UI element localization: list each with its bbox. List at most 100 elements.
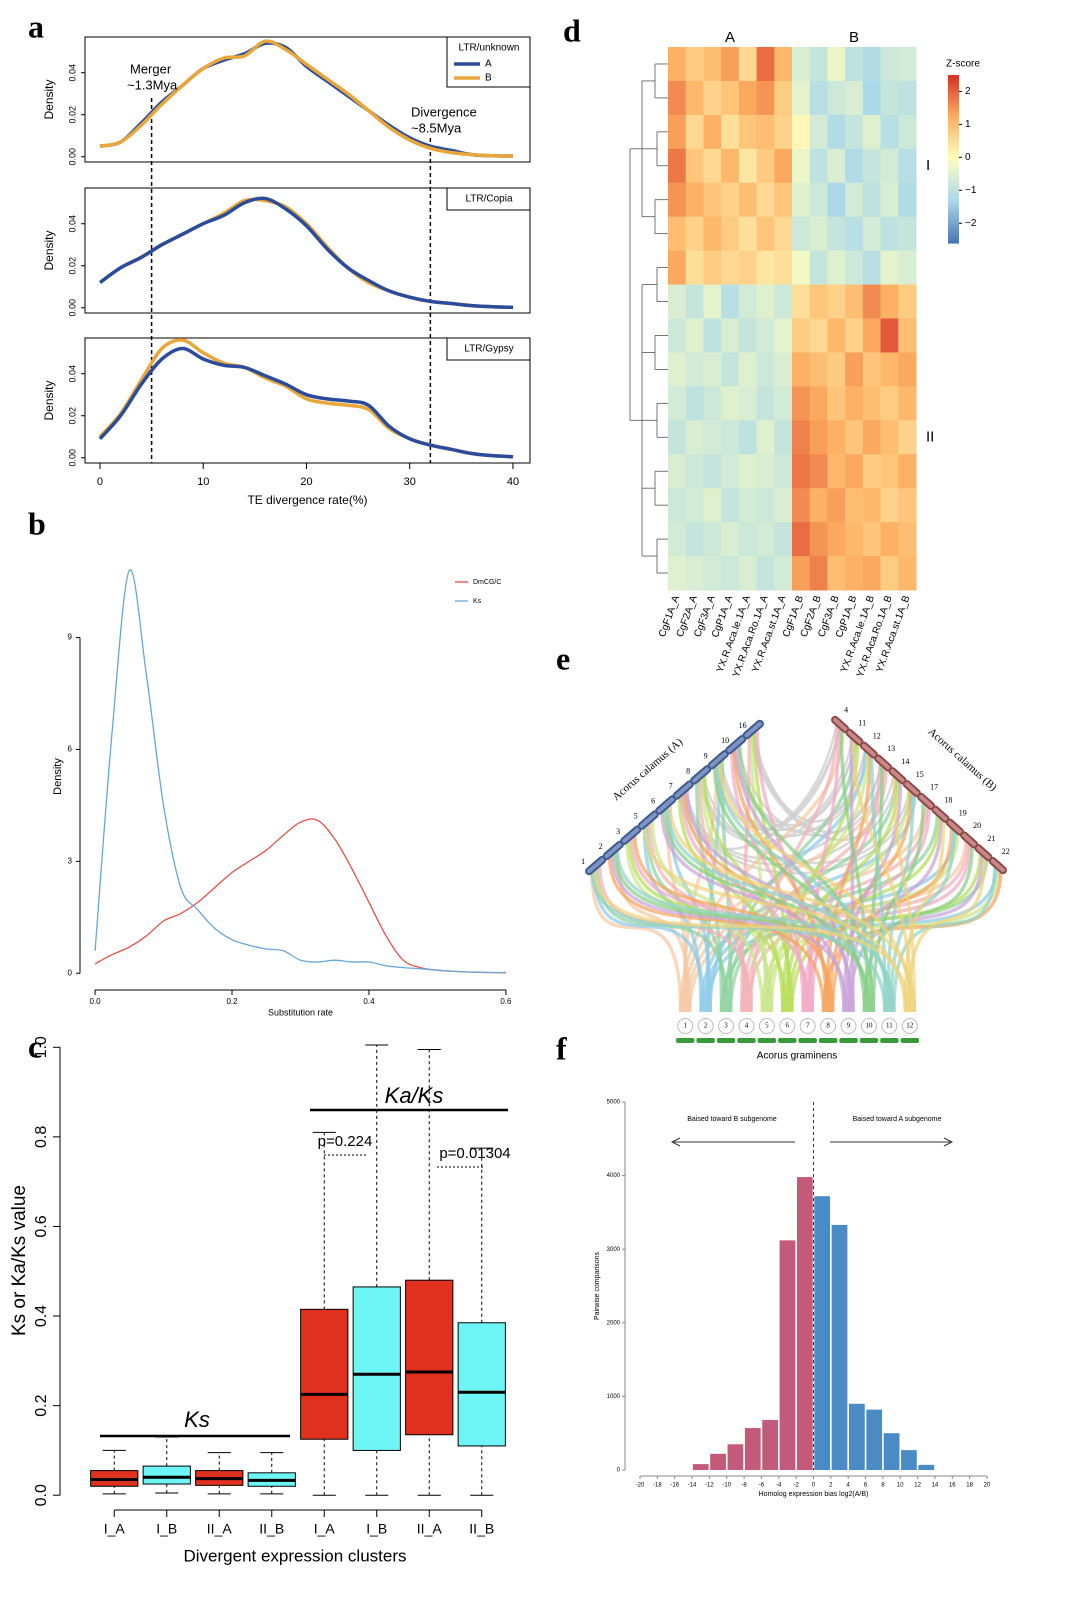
colorbar-step <box>948 103 959 107</box>
colorbar-tick-label: 2 <box>965 86 971 97</box>
colorbar-step <box>948 220 959 224</box>
heatmap-cell <box>898 556 917 591</box>
chromosome-inner <box>727 736 745 753</box>
x-tick-label: 2 <box>829 1483 833 1489</box>
chromosome-badge <box>901 1018 918 1034</box>
heatmap-cell <box>845 284 864 319</box>
heatmap-cell <box>703 47 722 82</box>
chromosome-label: 13 <box>887 744 895 753</box>
chromosome <box>737 1038 756 1043</box>
line-series <box>99 39 514 158</box>
colorbar-step <box>948 234 959 238</box>
heatmap-cell <box>845 488 864 523</box>
heatmap-cell <box>685 488 704 523</box>
colorbar-tick-label: −1 <box>965 185 977 196</box>
x-tick-label: -12 <box>705 1483 714 1489</box>
heatmap-cell <box>756 386 775 421</box>
x-tick-label: -6 <box>759 1483 765 1489</box>
colorbar-step <box>948 125 959 129</box>
chromosome <box>880 1038 899 1043</box>
chromosome-label: 15 <box>916 770 924 779</box>
heatmap-cell <box>668 250 687 286</box>
colorbar-step <box>948 75 959 79</box>
heatmap-cell <box>756 488 775 523</box>
heatmap-cell <box>845 114 864 150</box>
heatmap-cell <box>809 420 828 455</box>
heatmap-cell <box>668 182 687 218</box>
heatmap-cell <box>774 556 793 591</box>
x-tick-label: 8 <box>881 1483 885 1489</box>
heatmap-cell <box>845 454 864 489</box>
y-tick-label: 0.4 <box>33 1305 50 1327</box>
synteny-link <box>868 761 884 1013</box>
x-tick-label: 10 <box>897 1483 904 1489</box>
heatmap-cell <box>721 284 740 319</box>
heatmap-cell <box>862 318 882 353</box>
heatmap-cell <box>721 148 740 184</box>
colorbar-step <box>948 212 959 216</box>
colorbar-step <box>948 111 959 115</box>
chromosome-label: 10 <box>865 1022 873 1030</box>
colorbar-step <box>948 153 959 157</box>
heatmap-cell <box>880 216 899 252</box>
heatmap-cell <box>862 250 882 286</box>
x-tick-label: I_A <box>104 1521 126 1537</box>
heatmap-cell <box>880 182 899 218</box>
heatmap-cell <box>862 80 882 116</box>
colorbar-step <box>948 114 959 118</box>
x-tick-label: II_A <box>417 1521 443 1537</box>
x-tick-label: -20 <box>636 1483 645 1489</box>
chromosome <box>859 1038 879 1043</box>
heatmap-cell <box>827 148 846 184</box>
heatmap-cell <box>721 318 740 353</box>
arrow <box>670 1137 795 1147</box>
x-tick-label: -18 <box>653 1483 662 1489</box>
colorbar-step <box>948 161 959 166</box>
heatmap-cell <box>898 522 917 557</box>
heatmap-cell <box>721 454 740 489</box>
x-axis-label: Homolog expression bias log2(A/B) <box>759 1491 869 1498</box>
species-label: Acorus graminens <box>757 1051 838 1062</box>
chromosome-inner <box>890 769 905 783</box>
x-tick-label: -4 <box>776 1483 782 1489</box>
chromosome-inner <box>904 782 919 796</box>
heatmap-cell <box>721 556 740 591</box>
heatmap-cell <box>898 420 917 455</box>
heatmap-cell <box>703 114 722 150</box>
heatmap-cell <box>792 352 811 387</box>
bar <box>744 1428 761 1470</box>
y-tick-label: 5000 <box>607 1100 621 1106</box>
heatmap-cell <box>668 488 687 523</box>
heatmap-cell <box>703 318 722 353</box>
heatmap-cell <box>792 216 811 252</box>
y-tick-label: 0.02 <box>67 257 77 275</box>
chromosome-label: 7 <box>669 782 673 791</box>
bar <box>796 1177 813 1470</box>
colorbar-step <box>948 231 959 236</box>
chromosome-label: 12 <box>906 1022 914 1030</box>
heatmap-cell <box>756 352 775 387</box>
heatmap-cell <box>880 454 899 489</box>
colorbar-step <box>948 159 959 163</box>
heatmap-cell <box>756 284 775 319</box>
heatmap-cell <box>721 80 740 116</box>
chromosome-label: 18 <box>944 796 952 805</box>
heatmap-cell <box>738 386 758 421</box>
synteny-link <box>607 853 826 1013</box>
colorbar-step <box>948 167 959 171</box>
legend-label: DmCG/C <box>473 579 501 586</box>
heatmap-cell <box>685 80 704 116</box>
heatmap-cell <box>792 420 811 455</box>
heatmap-cell <box>862 454 882 489</box>
heatmap-cell <box>668 114 687 150</box>
chromosome-badge <box>820 1018 837 1034</box>
heatmap-cell <box>827 47 846 82</box>
colorbar-step <box>948 184 959 188</box>
heatmap-cell <box>703 488 722 523</box>
heatmap-cell <box>880 386 899 421</box>
colorbar-step <box>948 175 959 180</box>
chromosome-label: 4 <box>844 706 848 715</box>
heatmap-cell <box>774 318 793 353</box>
chromosome-label: 19 <box>959 808 967 817</box>
heatmap-cell <box>703 454 722 489</box>
